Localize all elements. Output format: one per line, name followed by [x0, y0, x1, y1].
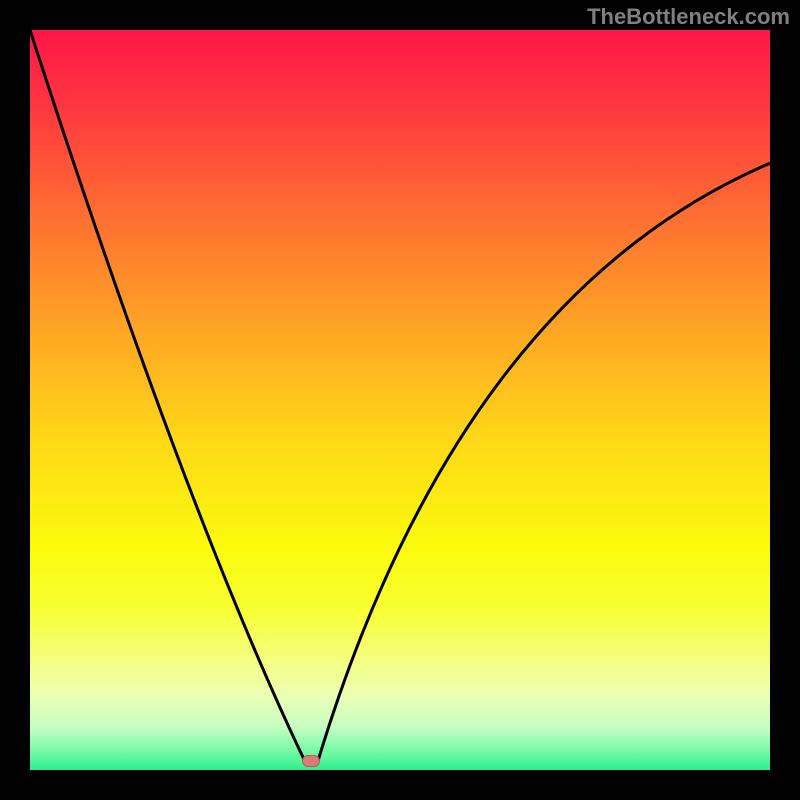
optimum-marker	[302, 755, 320, 767]
chart-container: TheBottleneck.com	[0, 0, 800, 800]
watermark-text: TheBottleneck.com	[587, 4, 790, 30]
bottleneck-curve	[30, 30, 770, 770]
plot-area	[30, 30, 770, 770]
